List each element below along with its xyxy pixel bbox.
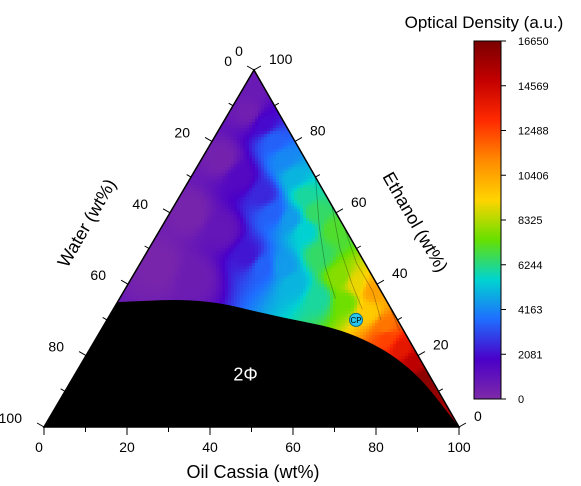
axis-tick-label: 80 [368,439,384,455]
colorbar-gradient [473,40,502,400]
axis-tick [458,422,467,428]
axis-tick [78,351,87,357]
axis-tick [315,174,321,178]
axis-tick [417,351,426,357]
colorbar-ticks: 16650 14569 12488 10406 8325 6244 4163 2081 0 [501,36,549,406]
colorbar: Optical Density (a.u.) 16650 14569 12488 10… [405,13,564,406]
axis-tick-label: 60 [285,439,301,455]
axis-tick [204,136,213,142]
axis-tick [274,102,280,107]
colorbar-tick-label: 14569 [518,81,549,93]
axis-tick-label: 40 [132,196,148,212]
axis-tick [438,388,444,392]
axis-tick-label: 20 [119,439,135,455]
axis-tick [186,174,192,178]
axis-tick [228,102,234,107]
colorbar-tick-label: 6244 [518,260,542,272]
axis-tick-label: 0 [35,439,43,455]
axis-tick-label: 40 [202,439,218,455]
axis-tick-label: 60 [351,194,367,210]
bottom-axis-title: Oil Cassia (wt%) [186,462,319,482]
axis-tick-label: 100 [447,439,471,455]
axis-tick-label: 0 [474,408,482,424]
colorbar-tick-label: 12488 [518,126,549,138]
axis-tick-label: 100 [0,410,22,426]
colorbar-tick-label: 16650 [518,36,549,48]
axis-tick [60,388,66,392]
axis-tick [397,316,403,321]
axis-tick [253,65,262,71]
axis-tick [376,279,385,285]
colorbar-tick-label: 0 [518,394,524,406]
right-axis-title: Ethanol (wt%) [379,168,452,275]
colorbar-tick-label: 2081 [518,349,542,361]
axis-tick-label: 0 [235,43,243,59]
axis-tick [356,245,362,249]
axis-tick-label: 80 [48,339,64,355]
axis-tick-label: 100 [269,51,293,67]
axis-tick [36,422,45,428]
axis-tick-label: 60 [90,267,106,283]
axis-tick-label: 20 [174,124,190,140]
two-phase-region [44,299,459,427]
axis-tick-label: 80 [310,122,326,138]
colorbar-tick-label: 4163 [518,305,542,317]
axis-tick-label: 0 [224,53,232,69]
axis-tick [246,65,255,71]
axis-tick-label: 40 [392,265,408,281]
axis-tick [294,136,303,142]
colorbar-tick-label: 10406 [518,170,549,182]
axis-tick [144,245,150,249]
colorbar-title: Optical Density (a.u.) [405,13,564,32]
axis-tick [335,208,344,214]
colorbar-tick-label: 8325 [518,215,542,227]
left-axis-title: Water (wt%) [54,175,120,270]
two-phase-label: 2Φ [233,365,257,385]
axis-tick [102,316,108,321]
axis-tick-label: 20 [433,337,449,353]
critical-point-label: CP [350,316,361,325]
axis-tick [162,208,171,214]
axis-tick [120,279,129,285]
critical-point-marker: CP [349,312,363,327]
